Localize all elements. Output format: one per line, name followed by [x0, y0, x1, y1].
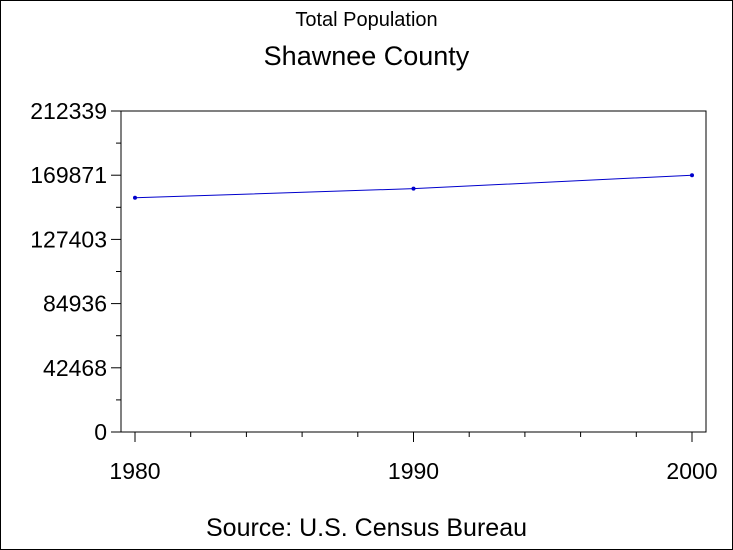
chart-title: Shawnee County	[263, 41, 470, 71]
chart-subtitle: Total Population	[295, 9, 438, 31]
y-tick-label: 84936	[43, 291, 107, 317]
data-point	[411, 186, 416, 191]
plot-area	[120, 110, 707, 433]
data-point	[133, 195, 137, 200]
y-tick-label: 212339	[30, 98, 107, 124]
y-tick-label: 169871	[30, 162, 107, 188]
x-tick-label: 1980	[109, 458, 160, 484]
series-line	[134, 174, 693, 199]
y-tick-label: 127403	[30, 226, 107, 252]
y-tick-label: 42468	[43, 355, 107, 381]
y-axis: 212339 169871 127403 84936 42468 0	[30, 98, 121, 445]
x-tick-label: 1990	[388, 458, 439, 484]
x-axis: 1980 1990 2000	[109, 432, 718, 484]
y-tick-label: 0	[94, 419, 107, 445]
data-point	[690, 173, 694, 178]
x-tick-label: 2000	[666, 458, 717, 484]
source-note: Source: U.S. Census Bureau	[206, 514, 527, 542]
series-layer	[133, 173, 694, 200]
